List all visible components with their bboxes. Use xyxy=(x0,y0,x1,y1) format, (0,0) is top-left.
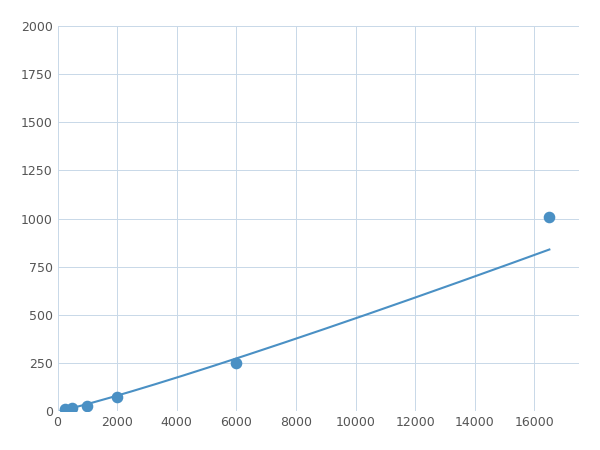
Point xyxy=(83,402,92,409)
Point xyxy=(232,360,241,367)
Point xyxy=(68,404,77,411)
Point xyxy=(545,213,554,220)
Point xyxy=(112,393,122,400)
Point xyxy=(60,406,70,413)
